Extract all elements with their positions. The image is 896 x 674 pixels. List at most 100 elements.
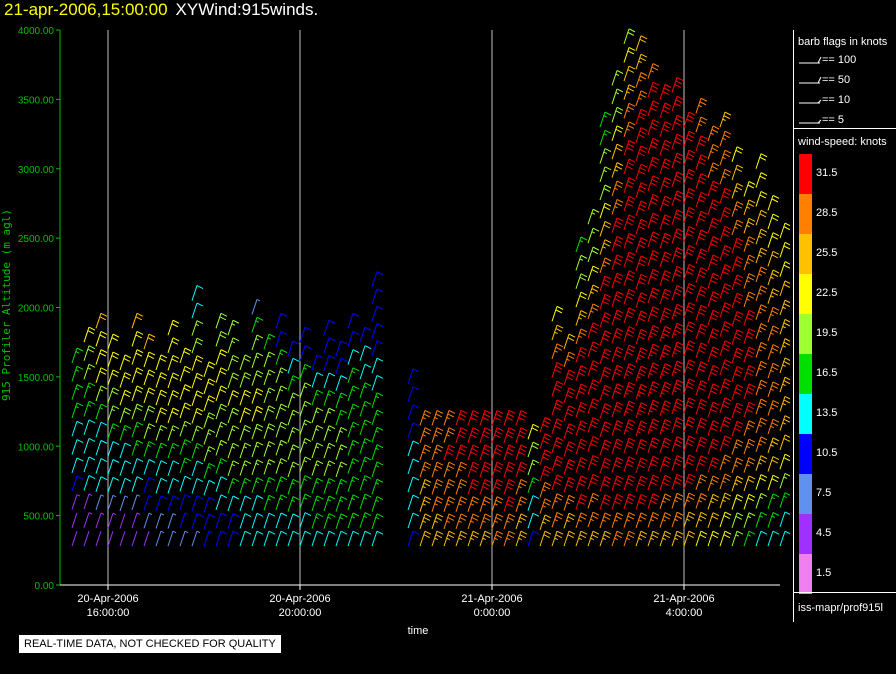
barb-flag-10: [124, 460, 132, 465]
wind-barb: [83, 530, 90, 547]
wind-barb: [683, 340, 696, 356]
barb-flag-5: [710, 132, 714, 135]
wind-barb: [155, 530, 165, 547]
wind-barb: [107, 476, 120, 493]
barb-flag-10: [604, 403, 612, 408]
wind-barb: [107, 494, 117, 511]
wind-barb: [191, 372, 204, 389]
barb-shaft: [143, 477, 150, 493]
barb-flag-10: [555, 346, 563, 351]
wind-barb: [599, 330, 612, 346]
barb-flag-10: [340, 392, 348, 397]
wind-barb: [251, 298, 261, 315]
barb-flag-10: [628, 288, 636, 293]
barb-flag-10: [651, 496, 659, 501]
barb-shaft: [335, 496, 342, 512]
barb-flag-10: [664, 400, 672, 405]
barb-shaft: [251, 477, 258, 493]
wind-barb: [755, 436, 768, 452]
wind-barb: [335, 340, 348, 357]
barb-shaft: [215, 331, 222, 347]
barb-flag-10: [640, 328, 648, 333]
barb-shaft: [659, 214, 666, 230]
barb-shaft: [743, 365, 750, 381]
barb-shaft: [671, 190, 678, 207]
barb-flag-10: [640, 255, 648, 260]
barb-flag-10: [160, 477, 168, 482]
wind-barb: [323, 495, 336, 512]
barb-flag-10: [220, 367, 228, 372]
barb-shaft: [575, 347, 582, 363]
barb-shaft: [515, 479, 522, 495]
barb-flag-5: [649, 354, 653, 357]
wind-barb: [467, 530, 480, 547]
barb-shaft: [635, 200, 642, 217]
wind-barb: [647, 212, 660, 229]
barb-flag-10: [687, 324, 695, 329]
barb-flag-10: [602, 410, 609, 415]
wind-barb: [623, 363, 636, 379]
barb-shaft: [95, 313, 102, 329]
barb-shaft: [275, 512, 282, 529]
wind-barb: [575, 383, 588, 400]
barb-flag-10: [698, 462, 705, 467]
barb-flag-10: [686, 480, 693, 485]
barb-flag-10: [147, 390, 155, 395]
barb-shaft: [671, 417, 678, 433]
barb-shaft: [83, 345, 90, 361]
barb-flag-10: [710, 187, 717, 192]
wind-barb: [683, 111, 696, 128]
barb-flag-10: [723, 477, 731, 481]
barb-flag-5: [434, 485, 438, 489]
wind-barb: [515, 530, 528, 547]
barb-flag-10: [735, 424, 743, 429]
barb-flag-5: [327, 411, 332, 414]
barb-shaft: [743, 346, 750, 363]
wind-barb: [119, 407, 132, 423]
barb-shaft: [623, 233, 630, 249]
barb-shaft: [227, 372, 234, 389]
wind-barb: [335, 357, 348, 374]
barb-flag-10: [435, 413, 443, 418]
barb-flag-10: [578, 353, 585, 358]
barb-shaft: [623, 307, 630, 324]
wind-barb: [731, 292, 744, 309]
wind-barb: [719, 359, 732, 375]
barb-flag-10: [759, 251, 767, 256]
barb-flag-10: [700, 116, 708, 121]
barb-shaft: [575, 402, 582, 418]
barb-shaft: [587, 341, 594, 357]
wind-barb: [623, 65, 636, 82]
barb-flag-10: [627, 310, 635, 315]
barb-flag-10: [652, 437, 660, 442]
wind-barb: [119, 372, 132, 388]
barb-shaft: [599, 494, 606, 510]
flag-legend-label: == 5: [822, 114, 845, 126]
barb-flag-10: [650, 182, 657, 187]
wind-barb: [215, 331, 228, 347]
barb-flag-10: [243, 375, 251, 380]
barb-shaft: [623, 140, 630, 156]
barb-shaft: [203, 412, 210, 428]
barb-flag-5: [148, 512, 153, 516]
barb-flag-10: [615, 515, 623, 520]
barb-shaft: [359, 438, 366, 454]
barb-flag-10: [674, 178, 681, 183]
barb-flag-10: [640, 347, 648, 352]
barb-flag-10: [579, 515, 587, 520]
barb-flag-10: [650, 88, 657, 93]
barb-shaft: [311, 530, 318, 547]
barb-flag-10: [304, 475, 312, 479]
barb-shaft: [527, 459, 534, 476]
barb-flag-10: [614, 298, 621, 303]
wind-barb: [563, 405, 576, 421]
barb-flag-10: [676, 114, 684, 119]
barb-shaft: [647, 231, 654, 248]
barb-flag-10: [772, 250, 780, 255]
barb-flag-10: [662, 221, 669, 226]
barb-flag-10: [543, 501, 551, 506]
barb-shaft: [251, 459, 258, 476]
wind-barb: [515, 513, 528, 530]
barb-flag-10: [208, 395, 216, 400]
wind-barb: [707, 125, 720, 142]
